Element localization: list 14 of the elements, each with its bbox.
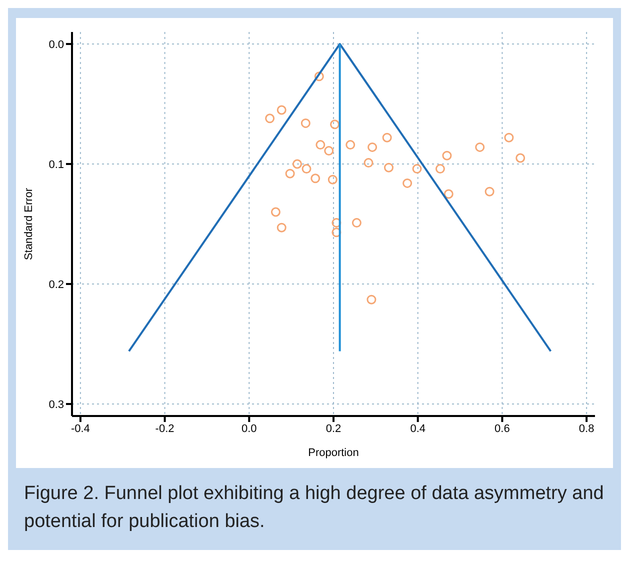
x-tick-label: 0.8 bbox=[578, 422, 594, 435]
x-axis-title: Proportion bbox=[308, 447, 359, 459]
y-tick-label: 0.2 bbox=[48, 278, 64, 291]
y-tick-label: 0.0 bbox=[48, 38, 64, 51]
y-tick-label: 0.3 bbox=[48, 398, 64, 411]
x-tick-label: 0.2 bbox=[326, 422, 342, 435]
x-tick-label: 0.0 bbox=[241, 422, 257, 435]
x-tick-label: -0.2 bbox=[155, 422, 174, 435]
caption: Figure 2. Funnel plot exhibiting a high degree of data asymmetry and potential for publication bias. bbox=[24, 482, 605, 534]
x-tick-label: -0.4 bbox=[70, 422, 90, 435]
y-axis-title: Standard Error bbox=[22, 188, 35, 260]
x-tick-label: 0.6 bbox=[494, 422, 510, 435]
x-tick-label: 0.4 bbox=[410, 422, 426, 435]
y-tick-label: 0.1 bbox=[48, 158, 64, 171]
